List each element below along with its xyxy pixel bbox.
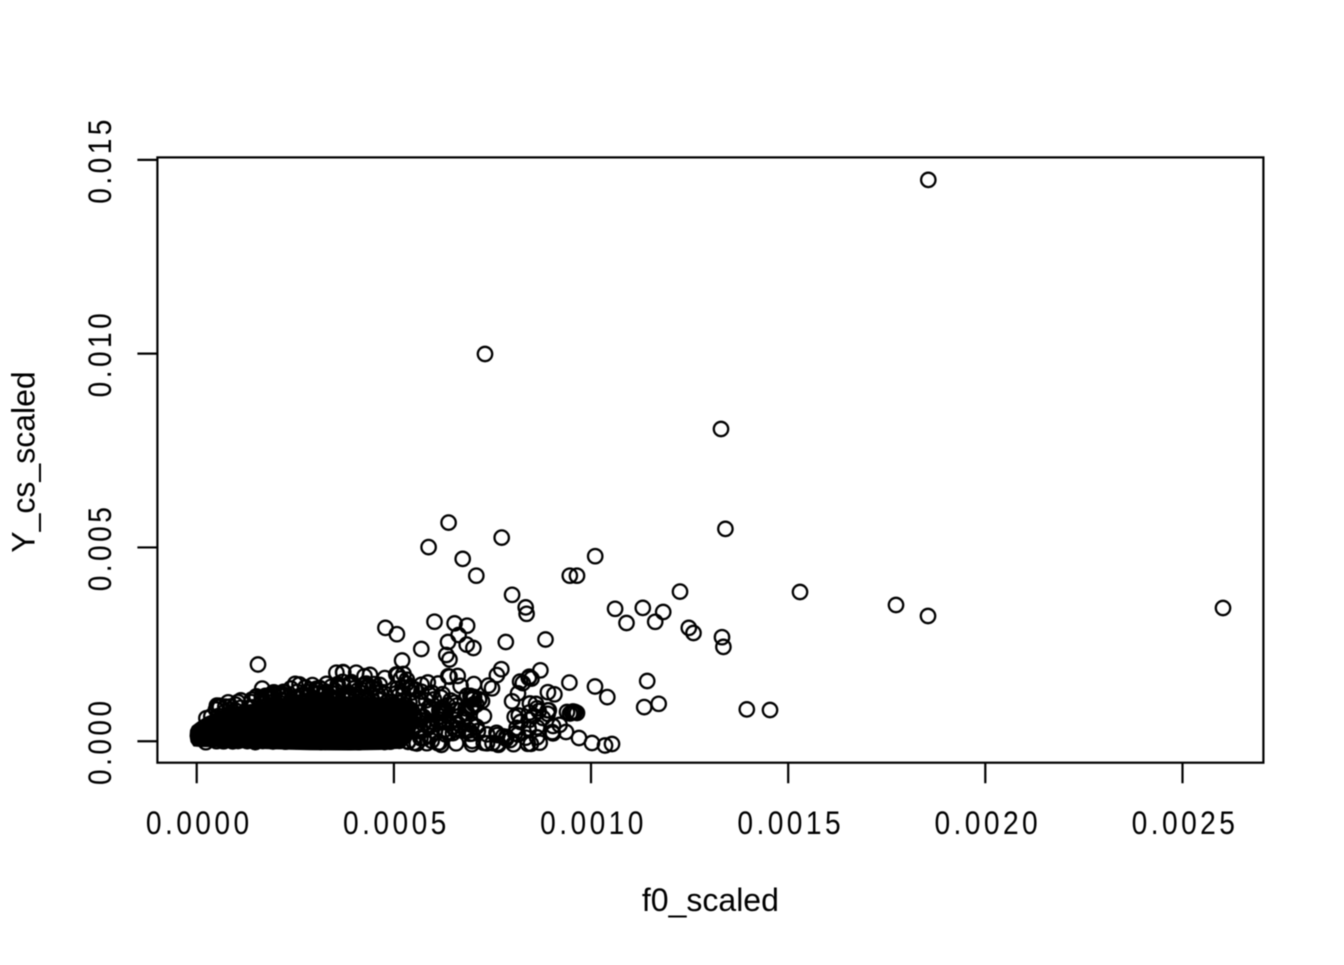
svg-text:0.0020: 0.0020 bbox=[934, 806, 1041, 841]
svg-text:Y_cs_scaled: Y_cs_scaled bbox=[6, 371, 42, 552]
svg-text:0.015: 0.015 bbox=[84, 116, 119, 204]
svg-text:0.010: 0.010 bbox=[84, 310, 119, 398]
svg-text:0.0025: 0.0025 bbox=[1132, 806, 1239, 841]
svg-text:f0_scaled: f0_scaled bbox=[642, 882, 779, 918]
svg-text:0.0005: 0.0005 bbox=[343, 806, 450, 841]
svg-text:0.005: 0.005 bbox=[84, 504, 119, 592]
svg-text:0.0000: 0.0000 bbox=[146, 806, 253, 841]
svg-text:0.0015: 0.0015 bbox=[737, 806, 844, 841]
svg-text:0.0010: 0.0010 bbox=[540, 806, 647, 841]
svg-text:0.000: 0.000 bbox=[84, 697, 119, 785]
